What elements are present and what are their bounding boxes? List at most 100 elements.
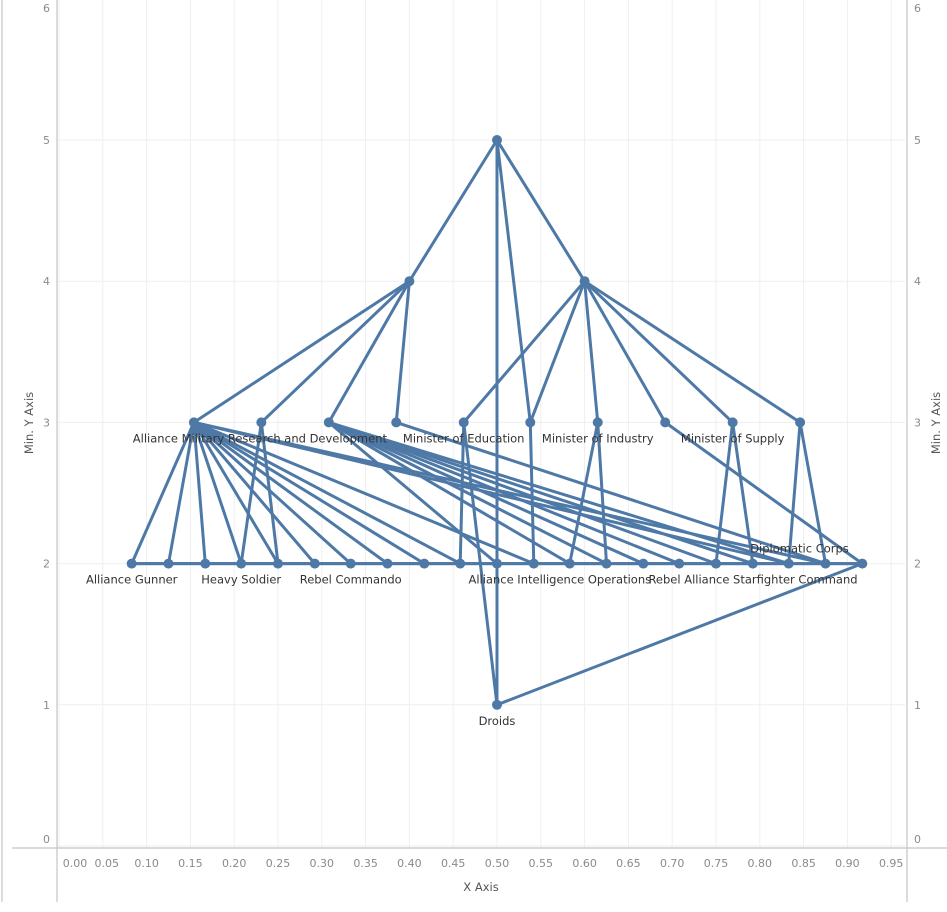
node-point[interactable]: [564, 558, 575, 569]
node-point[interactable]: [857, 558, 868, 569]
node-point[interactable]: [256, 417, 267, 428]
y-tick-label-right: 0: [914, 833, 921, 846]
node-point[interactable]: [163, 558, 174, 569]
node-point[interactable]: [309, 558, 320, 569]
edge: [583, 279, 735, 424]
node-point[interactable]: [492, 135, 502, 145]
y-tick-label-right: 6: [914, 2, 921, 15]
x-tick-label: 0.95: [879, 857, 904, 870]
y-tick-label-right: 1: [914, 699, 921, 712]
node-point[interactable]: [747, 558, 758, 569]
edge: [327, 420, 681, 566]
node-label: Droids: [479, 714, 516, 728]
edge: [192, 420, 280, 566]
edge: [192, 420, 353, 566]
x-tick-label: 0.10: [134, 857, 159, 870]
node-point[interactable]: [528, 558, 539, 569]
node-point[interactable]: [601, 558, 612, 569]
edge: [327, 420, 499, 566]
node-point[interactable]: [188, 417, 199, 428]
y-tick-label-right: 5: [914, 134, 921, 147]
x-tick-label: 0.70: [660, 857, 685, 870]
node-point[interactable]: [795, 417, 806, 428]
node-point[interactable]: [783, 558, 794, 569]
node-label: Rebel Alliance Starfighter Command: [648, 573, 857, 587]
node-point[interactable]: [638, 558, 649, 569]
edge: [327, 420, 572, 566]
edge: [663, 420, 864, 566]
edge: [462, 279, 587, 424]
edge: [192, 420, 389, 566]
edge: [495, 562, 864, 707]
x-tick-label: 0.15: [178, 857, 203, 870]
node-point[interactable]: [345, 558, 356, 569]
node-point[interactable]: [236, 558, 247, 569]
edge: [394, 279, 411, 424]
edge: [798, 420, 827, 566]
node-point[interactable]: [525, 417, 536, 428]
edge: [407, 138, 499, 283]
edge: [192, 420, 462, 566]
x-tick-label: 0.55: [529, 857, 554, 870]
node-point[interactable]: [273, 558, 283, 569]
node-point[interactable]: [492, 558, 502, 569]
node-point[interactable]: [382, 558, 393, 569]
y-tick-label-left: 1: [43, 699, 50, 712]
edge: [528, 279, 587, 424]
edge: [568, 420, 600, 566]
x-tick-label: 0.85: [791, 857, 816, 870]
edge: [495, 138, 587, 283]
edge: [192, 420, 426, 566]
edge: [327, 420, 755, 566]
node-point[interactable]: [323, 417, 334, 428]
node-point[interactable]: [455, 558, 466, 569]
node-point[interactable]: [492, 699, 502, 710]
x-tick-label: 0.05: [95, 857, 120, 870]
edge: [327, 420, 718, 566]
node-point[interactable]: [711, 558, 721, 569]
y-tick-label-right: 3: [914, 416, 921, 429]
x-tick-label: 0.25: [266, 857, 291, 870]
y-tick-label-left: 4: [43, 275, 50, 288]
y-tick-label-left: 3: [43, 416, 50, 429]
y-tick-label-left: 5: [43, 134, 50, 147]
edge: [192, 420, 243, 566]
node-point[interactable]: [660, 417, 671, 428]
node-point[interactable]: [200, 558, 211, 569]
node-point[interactable]: [727, 417, 738, 428]
node-point[interactable]: [126, 558, 137, 569]
node-point[interactable]: [820, 558, 831, 569]
edge: [714, 420, 735, 566]
node-point[interactable]: [391, 417, 402, 428]
node-point[interactable]: [579, 276, 590, 287]
node-label: Minister of Supply: [681, 431, 785, 445]
x-tick-label: 0.00: [63, 857, 88, 870]
y-tick-label-right: 4: [914, 275, 921, 288]
x-tick-label: 0.90: [835, 857, 860, 870]
edge: [327, 279, 411, 424]
edge: [192, 420, 207, 566]
edge: [192, 279, 411, 424]
y-axis-title-left: Min. Y Axis: [22, 392, 36, 454]
node-point[interactable]: [404, 276, 415, 287]
node-point[interactable]: [458, 417, 469, 428]
node-label: Alliance Intelligence Operations: [468, 573, 651, 587]
node-label: Minister of Education: [403, 431, 525, 445]
x-tick-label: 0.60: [572, 857, 597, 870]
edges: [130, 138, 864, 707]
y-axis-title-right: Min. Y Axis: [929, 392, 943, 454]
node-point[interactable]: [592, 417, 603, 428]
node-labels: Alliance Military Research and Developme…: [86, 431, 858, 727]
node-point[interactable]: [419, 558, 430, 569]
node-point[interactable]: [674, 558, 685, 569]
edge: [167, 420, 196, 566]
node-label: Alliance Gunner: [86, 573, 178, 587]
edge: [327, 420, 645, 566]
x-axis-title: X Axis: [463, 880, 498, 894]
x-tick-label: 0.65: [616, 857, 641, 870]
node-label: Diplomatic Corps: [750, 542, 849, 556]
nodes: [126, 135, 868, 710]
edge: [239, 420, 263, 566]
edge: [583, 279, 802, 424]
